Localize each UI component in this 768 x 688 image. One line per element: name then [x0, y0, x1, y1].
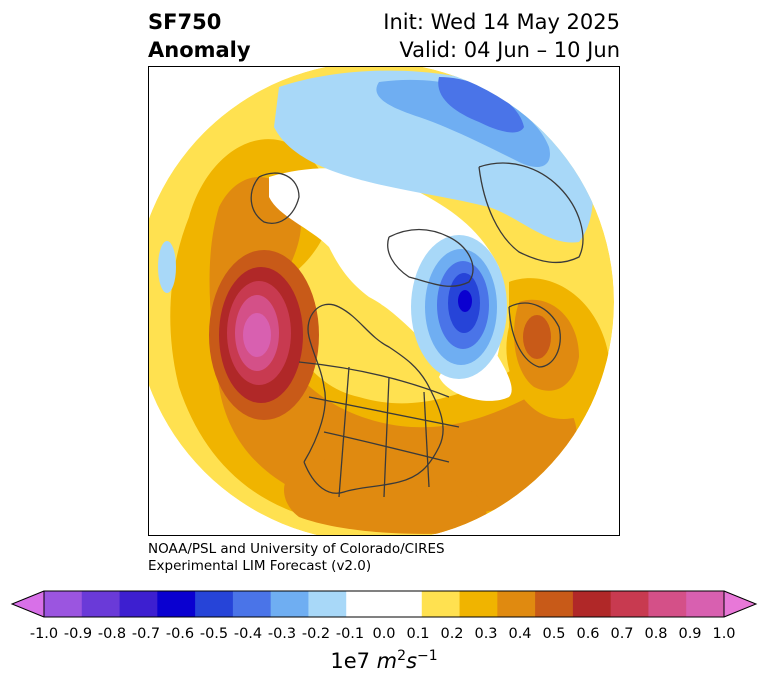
colorbar-cell	[119, 591, 158, 617]
coastlines	[250, 162, 584, 498]
colorbar-tick-label: -0.2	[301, 626, 331, 642]
colorbar-tick-labels: -1.0 -0.9 -0.8 -0.7 -0.6 -0.5 -0.4 -0.3 -0.2 -0.1…	[0, 626, 768, 646]
colorbar	[10, 590, 758, 618]
contour-neg-0.2	[376, 79, 550, 167]
colorbar-tick-label: 0.0	[372, 626, 396, 642]
colorbar-tick-label: 0.4	[508, 626, 532, 642]
colorbar-cell	[384, 591, 423, 617]
credit: NOAA/PSL and University of Colorado/CIRE…	[148, 541, 445, 575]
colorbar-tick-label: -0.6	[165, 626, 195, 642]
title-left: SF750 Anomaly	[148, 8, 251, 64]
neutral-spot	[380, 296, 390, 306]
valid-range: Valid: 04 Jun – 10 Jun	[399, 38, 620, 62]
contour-0.4-east	[523, 315, 551, 359]
colorbar-outline-low	[10, 590, 45, 618]
contour-0.8	[243, 313, 271, 357]
colorbar-cell	[686, 591, 725, 617]
colorbar-units: 1e7 m2s−1	[0, 648, 768, 673]
colorbar-cell	[610, 591, 649, 617]
variable-title: SF750	[148, 10, 222, 34]
contour-neg-0.3	[438, 77, 524, 133]
colorbar-tick-label: 0.1	[406, 626, 430, 642]
colorbar-tick-label: -0.4	[233, 626, 263, 642]
colorbar-tick-label: 1.0	[712, 626, 736, 642]
colorbar-tick-label: 0.7	[610, 626, 634, 642]
units-m-exp: 2	[397, 648, 407, 664]
colorbar-tick-label: -0.3	[267, 626, 297, 642]
colorbar-tick-label: -0.1	[335, 626, 365, 642]
credit-line-2: Experimental LIM Forecast (v2.0)	[148, 558, 372, 574]
contour-neg-west	[158, 241, 176, 293]
colorbar-tick-label: -0.5	[199, 626, 229, 642]
colorbar-tick-label: 0.3	[474, 626, 498, 642]
colorbar-extend-low	[12, 591, 44, 617]
contour-neg-0.5-atl	[458, 290, 472, 312]
colorbar-tick-label: 0.6	[576, 626, 600, 642]
colorbar-cell	[195, 591, 234, 617]
colorbar-cells	[44, 591, 725, 617]
contour-0.3	[209, 177, 577, 517]
colorbar-cell	[308, 591, 347, 617]
colorbar-tick-label: 0.9	[678, 626, 702, 642]
anomaly-title: Anomaly	[148, 38, 251, 62]
colorbar-tick-label: 0.8	[644, 626, 668, 642]
contour-0.3-south	[284, 456, 487, 534]
colorbar-cell	[497, 591, 536, 617]
colorbar-cell	[535, 591, 574, 617]
init-date: Init: Wed 14 May 2025	[383, 10, 620, 34]
colorbar-extend-high	[724, 591, 756, 617]
colorbar-cell	[572, 591, 612, 617]
units-s: s	[406, 649, 418, 673]
units-s-exp: −1	[417, 648, 438, 664]
units-base: 1e7	[330, 649, 377, 673]
colorbar-tick-label: -0.8	[97, 626, 127, 642]
colorbar-tick-label: -1.0	[29, 626, 59, 642]
map-panel	[148, 66, 620, 536]
colorbar-cell	[232, 591, 272, 617]
colorbar-tick-label: -0.7	[131, 626, 161, 642]
anomaly-field	[149, 67, 614, 535]
colorbar-tick-label: -0.9	[63, 626, 93, 642]
colorbar-cell	[648, 591, 687, 617]
colorbar-cell	[346, 591, 385, 617]
colorbar-outline	[43, 590, 725, 618]
colorbar-cell	[81, 591, 121, 617]
anomaly-map	[149, 67, 614, 535]
colorbar-tick-label: 0.5	[542, 626, 566, 642]
colorbar-tick-label: 0.2	[440, 626, 464, 642]
colorbar-cell	[270, 591, 309, 617]
units-m: m	[376, 649, 398, 673]
colorbar-cell	[459, 591, 498, 617]
colorbar-outline-high	[723, 590, 758, 618]
colorbar-cell	[44, 591, 83, 617]
title-right: Init: Wed 14 May 2025 Valid: 04 Jun – 10…	[383, 8, 620, 64]
colorbar-cell	[157, 591, 196, 617]
credit-line-1: NOAA/PSL and University of Colorado/CIRE…	[148, 541, 445, 557]
colorbar-cell	[421, 591, 461, 617]
